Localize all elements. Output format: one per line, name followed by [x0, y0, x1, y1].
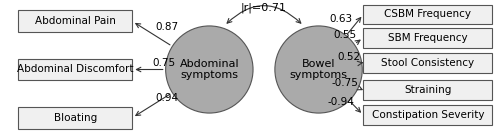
Text: Abdominal
symptoms: Abdominal symptoms [180, 59, 239, 80]
Circle shape [275, 26, 362, 113]
Bar [364, 5, 492, 24]
Bar [18, 10, 132, 32]
FancyArrowPatch shape [227, 6, 301, 23]
Text: Stool Consistency: Stool Consistency [381, 58, 474, 68]
Text: 0.87: 0.87 [156, 22, 178, 32]
Text: 0.63: 0.63 [330, 14, 352, 24]
Text: -0.75: -0.75 [332, 78, 358, 88]
Text: Abdominal Discomfort: Abdominal Discomfort [17, 64, 134, 75]
Bar [364, 105, 492, 125]
Bar [18, 107, 132, 129]
Text: SBM Frequency: SBM Frequency [388, 33, 468, 43]
Text: -0.94: -0.94 [328, 97, 354, 107]
Text: Constipation Severity: Constipation Severity [372, 110, 484, 120]
Text: 0.55: 0.55 [334, 30, 356, 40]
Bar [18, 59, 132, 80]
Circle shape [166, 26, 253, 113]
Text: 0.94: 0.94 [156, 93, 178, 103]
Bar [364, 80, 492, 100]
Text: Bowel
symptoms: Bowel symptoms [290, 59, 348, 80]
Text: |r|=0.71: |r|=0.71 [241, 3, 287, 13]
Bar [364, 53, 492, 73]
Bar [364, 28, 492, 48]
Text: Straining: Straining [404, 85, 452, 95]
Text: 0.52: 0.52 [338, 52, 360, 62]
Text: Abdominal Pain: Abdominal Pain [35, 16, 116, 26]
Text: Bloating: Bloating [54, 113, 97, 123]
Text: CSBM Frequency: CSBM Frequency [384, 9, 472, 19]
Text: 0.75: 0.75 [152, 58, 175, 68]
